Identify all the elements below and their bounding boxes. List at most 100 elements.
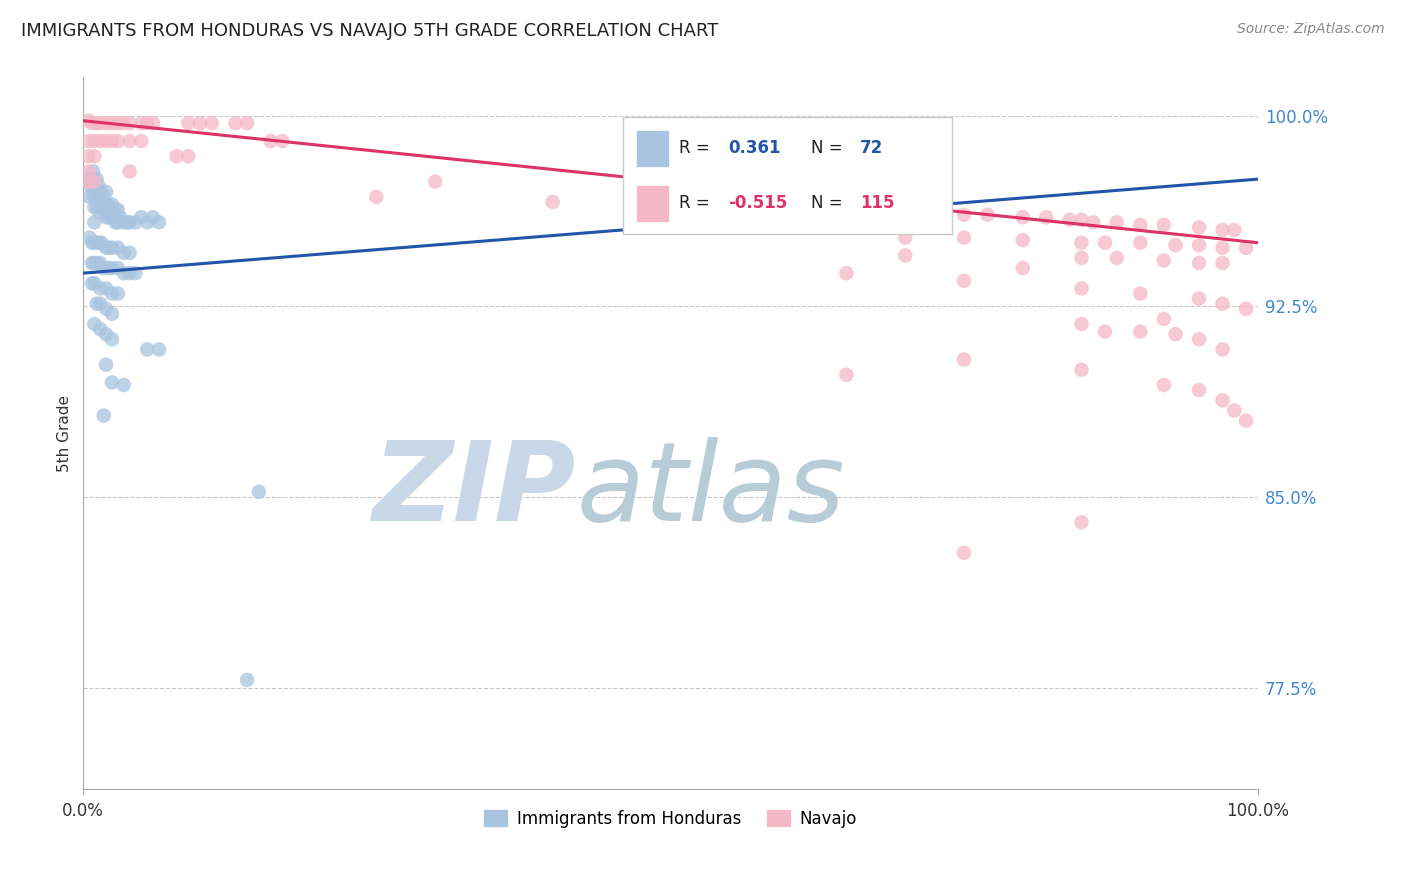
Point	[107, 286, 129, 301]
Point	[83, 277, 105, 291]
Point	[101, 134, 124, 148]
Legend: Immigrants from Honduras, Navajo: Immigrants from Honduras, Navajo	[477, 803, 863, 834]
Point	[142, 211, 165, 225]
Point	[112, 378, 135, 392]
Point	[118, 116, 141, 130]
Point	[107, 134, 129, 148]
Point	[1070, 281, 1092, 295]
Point	[1035, 211, 1057, 225]
Point	[118, 164, 141, 178]
Point	[80, 235, 103, 250]
Point	[82, 164, 104, 178]
Point	[101, 241, 124, 255]
Point	[1011, 233, 1033, 247]
Point	[107, 202, 129, 217]
Point	[77, 175, 100, 189]
Point	[101, 286, 124, 301]
Point	[87, 205, 110, 219]
Point	[97, 197, 120, 211]
Point	[1011, 261, 1033, 276]
Point	[101, 261, 124, 276]
Point	[1212, 241, 1234, 255]
Point	[1070, 516, 1092, 530]
Point	[94, 185, 117, 199]
Point	[83, 179, 105, 194]
Point	[107, 261, 129, 276]
Point	[953, 208, 976, 222]
Point	[107, 116, 129, 130]
Point	[101, 116, 124, 130]
Point	[1223, 403, 1246, 417]
Point	[1059, 212, 1081, 227]
Point	[1153, 378, 1175, 392]
Point	[83, 149, 105, 163]
Point	[118, 245, 141, 260]
Point	[87, 193, 110, 207]
Point	[1070, 251, 1092, 265]
Point	[97, 261, 120, 276]
Point	[1070, 235, 1092, 250]
Point	[1094, 235, 1116, 250]
Point	[79, 230, 101, 244]
Point	[1129, 235, 1152, 250]
Point	[1083, 215, 1105, 229]
Point	[1153, 218, 1175, 232]
Point	[1234, 241, 1257, 255]
Point	[148, 343, 170, 357]
Point	[86, 296, 108, 310]
Point	[1188, 292, 1211, 306]
Point	[136, 343, 159, 357]
Point	[776, 200, 799, 214]
Point	[86, 200, 108, 214]
Point	[366, 190, 388, 204]
Point	[131, 116, 153, 130]
Point	[77, 172, 100, 186]
Point	[89, 296, 111, 310]
Y-axis label: 5th Grade: 5th Grade	[58, 395, 72, 472]
Point	[717, 215, 740, 229]
Text: ZIP: ZIP	[373, 437, 576, 544]
Point	[177, 116, 200, 130]
Point	[97, 241, 120, 255]
Point	[80, 116, 103, 130]
Point	[131, 134, 153, 148]
Point	[1188, 383, 1211, 397]
Point	[80, 256, 103, 270]
Point	[80, 172, 103, 186]
Point	[104, 215, 127, 229]
Point	[953, 230, 976, 244]
Point	[112, 245, 135, 260]
Point	[247, 484, 270, 499]
Point	[1129, 286, 1152, 301]
Point	[117, 215, 139, 229]
Point	[118, 215, 141, 229]
Point	[90, 197, 112, 211]
Point	[86, 116, 108, 130]
Point	[83, 235, 105, 250]
Point	[112, 266, 135, 280]
Point	[83, 256, 105, 270]
Point	[1212, 256, 1234, 270]
Point	[112, 116, 135, 130]
Point	[94, 241, 117, 255]
Point	[894, 248, 917, 262]
Point	[1223, 223, 1246, 237]
Point	[1188, 332, 1211, 346]
Point	[89, 322, 111, 336]
Point	[177, 149, 200, 163]
Point	[107, 241, 129, 255]
Point	[77, 134, 100, 148]
Point	[1164, 238, 1187, 252]
Point	[104, 202, 127, 217]
Point	[136, 116, 159, 130]
Point	[271, 134, 294, 148]
Point	[87, 179, 110, 194]
Point	[188, 116, 211, 130]
Point	[77, 149, 100, 163]
Point	[86, 185, 108, 199]
Point	[1188, 238, 1211, 252]
Point	[89, 116, 111, 130]
Point	[124, 215, 146, 229]
Point	[94, 116, 117, 130]
Point	[89, 134, 111, 148]
